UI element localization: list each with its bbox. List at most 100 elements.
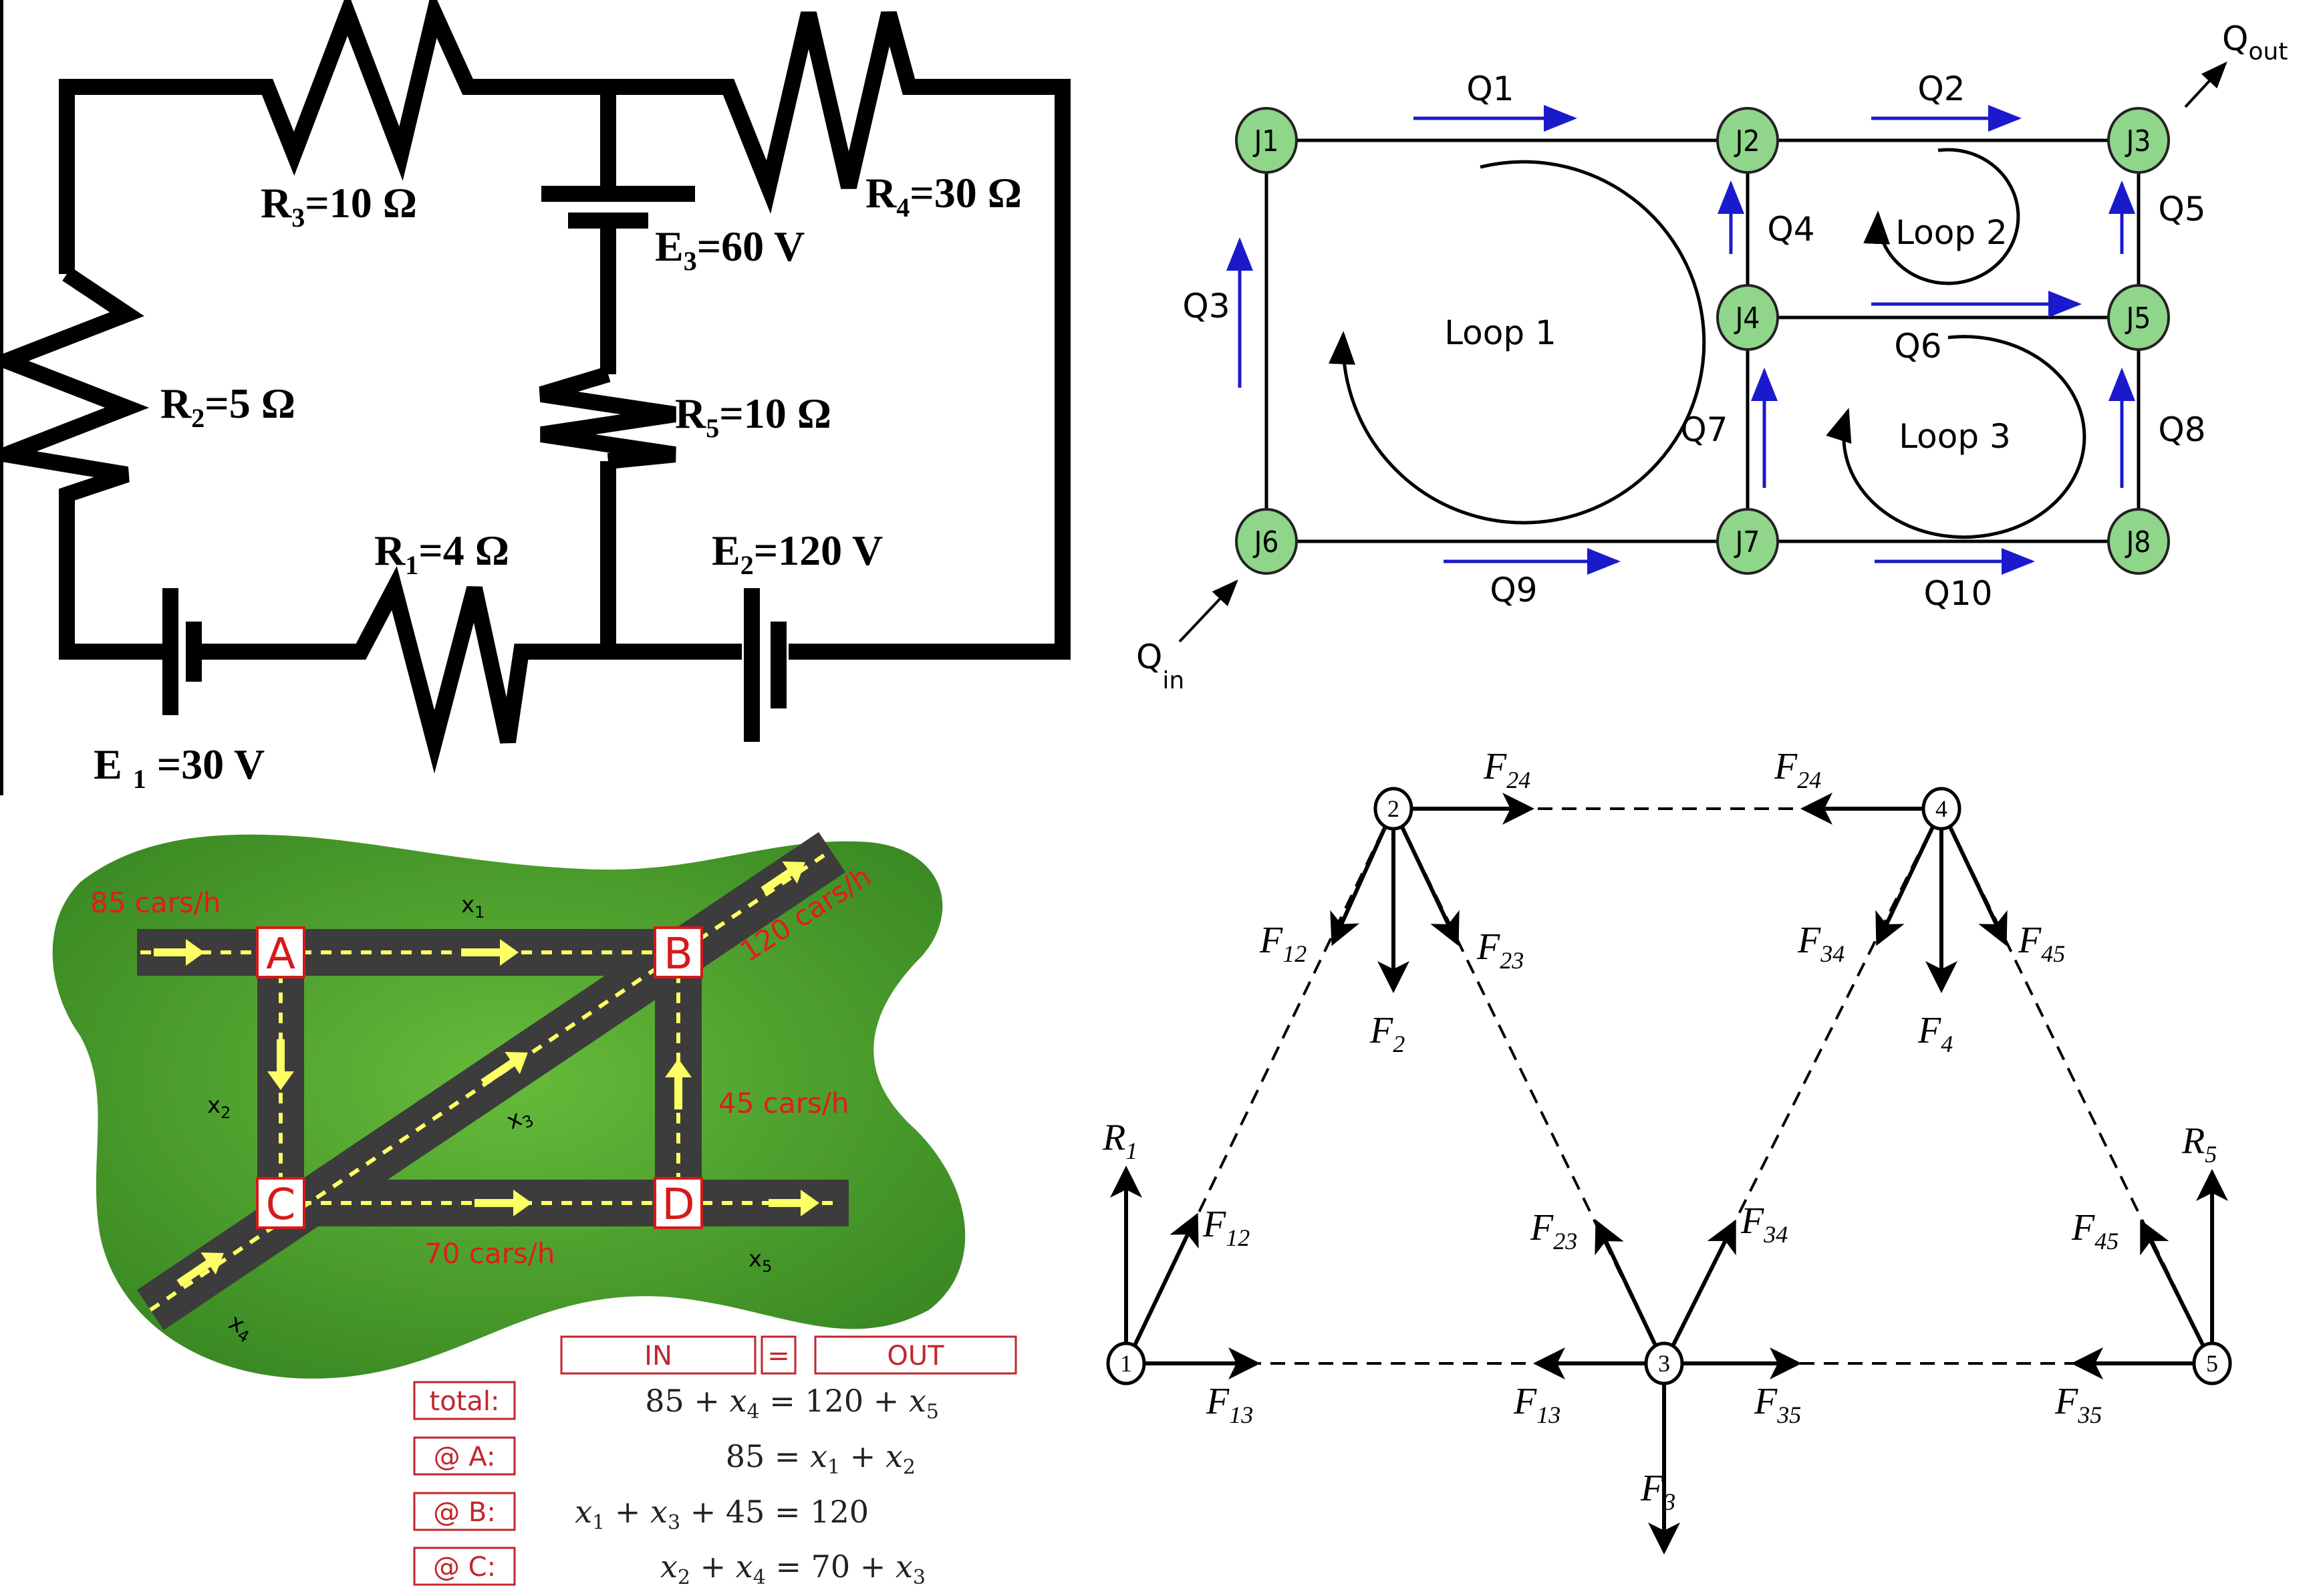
battery-e2 <box>744 588 787 742</box>
resistor-r2 <box>0 267 170 660</box>
flow-label-q2: Q2 <box>1917 70 1965 108</box>
pipe-node-label: J2 <box>1734 124 1760 158</box>
force-label-f24: F24 <box>1774 746 1821 793</box>
force-label-f23: F23 <box>1476 926 1524 974</box>
force-label-f3: F3 <box>1640 1468 1675 1515</box>
intersection-label: A <box>266 930 295 979</box>
q-out-arrow <box>2184 61 2227 108</box>
label-r2: R2=5 Ω <box>160 380 295 433</box>
force-label-f34: F34 <box>1797 920 1845 967</box>
circuit-panel: R3=10 Ω R4=30 Ω E3=60 V R2=5 Ω R5=10 Ω R… <box>0 0 1071 795</box>
loop-label-1: Loop 1 <box>1444 313 1556 352</box>
truss-node-1 <box>1106 1341 1146 1385</box>
equation-3: x1 + x3 + 45 = 120 <box>575 1494 869 1535</box>
label-r1: R1=4 Ω <box>374 527 509 580</box>
pipe-node-j7 <box>1716 508 1779 575</box>
force-label-f35: F35 <box>2054 1381 2102 1428</box>
force-label-f45: F45 <box>2018 920 2065 967</box>
truss-node-2 <box>1373 787 1413 831</box>
road-arrow <box>154 939 205 966</box>
out-box <box>814 1335 1017 1375</box>
traffic-nodes: A B C D <box>256 926 703 1230</box>
label-r3: R3=10 Ω <box>261 179 417 233</box>
label-e3: E3=60 V <box>655 223 805 276</box>
force-label-f23: F23 <box>1530 1207 1577 1254</box>
force-f34-top <box>1875 807 1943 946</box>
pipe-node-label: J8 <box>2125 525 2151 559</box>
in-label: IN <box>644 1341 672 1371</box>
flow-in-a: 85 cars/h <box>90 886 221 919</box>
in-box <box>560 1335 757 1375</box>
force-label-f13: F13 <box>1513 1381 1560 1428</box>
truss-node-label: 1 <box>1120 1350 1132 1377</box>
resistor-r4 <box>608 11 1071 660</box>
road-arrow <box>481 1051 528 1087</box>
pipe-node-label: J5 <box>2125 301 2151 336</box>
flow-label-q8: Q8 <box>2158 410 2205 449</box>
equation-label: @ B: <box>433 1497 496 1528</box>
force-label-f13: F13 <box>1206 1381 1253 1428</box>
equation-label: @ C: <box>433 1552 496 1583</box>
truss-nodes: 1 2 3 4 5 <box>1106 787 2232 1385</box>
eq-sign: = <box>767 1341 790 1371</box>
road-arrow <box>176 1252 224 1287</box>
circuit-wires <box>0 0 1071 774</box>
label-r4: R4=30 Ω <box>865 169 1022 223</box>
intersection-label: D <box>662 1180 694 1230</box>
equation-label-box <box>413 1492 516 1531</box>
truss-panel: 1 2 3 4 5 F24 F24 F12 F23 F2 F34 F4 F45 R1 F12 F23 F34 F… <box>1102 746 2232 1555</box>
force-label-f12: F12 <box>1259 920 1307 967</box>
flow-label-q9: Q9 <box>1490 571 1537 610</box>
equation-label: total: <box>430 1386 500 1417</box>
q-out-label: Qout <box>2222 19 2288 65</box>
truss-node-label: 5 <box>2206 1350 2218 1377</box>
flow-label-q10: Q10 <box>1924 574 1993 613</box>
force-label-f45: F45 <box>2071 1207 2119 1254</box>
equations: total: 85 + x4 = 120 + x5 @ A: 85 = x1 + x2… <box>413 1381 939 1589</box>
pipe-node-label: J4 <box>1734 301 1760 336</box>
pipe-labels: Q1 Q2 Q3 Q4 Q5 Q6 Q7 Q8 Q9 Q10 Loop 1 Loop 2 Loop 3 <box>1182 70 2205 613</box>
intersection-d <box>654 1177 703 1229</box>
flow-label-q5: Q5 <box>2158 190 2205 229</box>
balance-header: IN = OUT <box>560 1335 1017 1375</box>
road-arrow <box>461 939 519 966</box>
label-e1: E 1 =30 V <box>94 741 265 794</box>
road-arrow <box>474 1190 532 1216</box>
equation-label-box <box>413 1547 516 1586</box>
truss-node-4 <box>1921 787 1961 831</box>
intersection-a <box>256 926 305 978</box>
truss-node-5 <box>2192 1341 2232 1385</box>
label-e2: E2=120 V <box>712 527 883 580</box>
force-f23-top <box>1391 807 1460 946</box>
pipe-node-j1 <box>1235 107 1298 174</box>
equation-2: 85 = x1 + x2 <box>726 1438 916 1479</box>
pipe-node-label: J7 <box>1734 525 1760 559</box>
q-in-arrow <box>1178 579 1238 643</box>
label-r5: R5=10 Ω <box>675 390 831 443</box>
pipe-node-label: J6 <box>1252 525 1279 559</box>
resistor-r3 <box>59 0 608 274</box>
pipe-nodes: J1 J2 J3 J4 J5 J6 J7 J8 <box>1235 107 2170 575</box>
pipe-node-label: J1 <box>1252 124 1279 158</box>
equation-label-box <box>413 1436 516 1476</box>
road-arrow <box>665 1059 692 1109</box>
pipe-node-j4 <box>1716 284 1779 351</box>
truss-members <box>1125 807 2213 1365</box>
intersection-label: B <box>664 930 693 979</box>
pipe-node-j3 <box>2107 107 2170 174</box>
flow-label-q6: Q6 <box>1894 327 1941 366</box>
force-label-f2: F2 <box>1369 1010 1405 1057</box>
force-f45-top <box>1939 807 2008 946</box>
truss-node-label: 4 <box>1935 795 1947 822</box>
truss-node-label: 2 <box>1387 795 1399 822</box>
flow-d-b: 45 cars/h <box>718 1087 849 1119</box>
flow-c-d: 70 cars/h <box>424 1237 555 1270</box>
out-label: OUT <box>887 1341 944 1371</box>
pipe-node-label: J3 <box>2125 124 2151 158</box>
pipe-node-j8 <box>2107 508 2170 575</box>
battery-e3 <box>541 186 695 229</box>
road-arrow <box>267 1039 294 1090</box>
truss-node-3 <box>1644 1341 1684 1385</box>
